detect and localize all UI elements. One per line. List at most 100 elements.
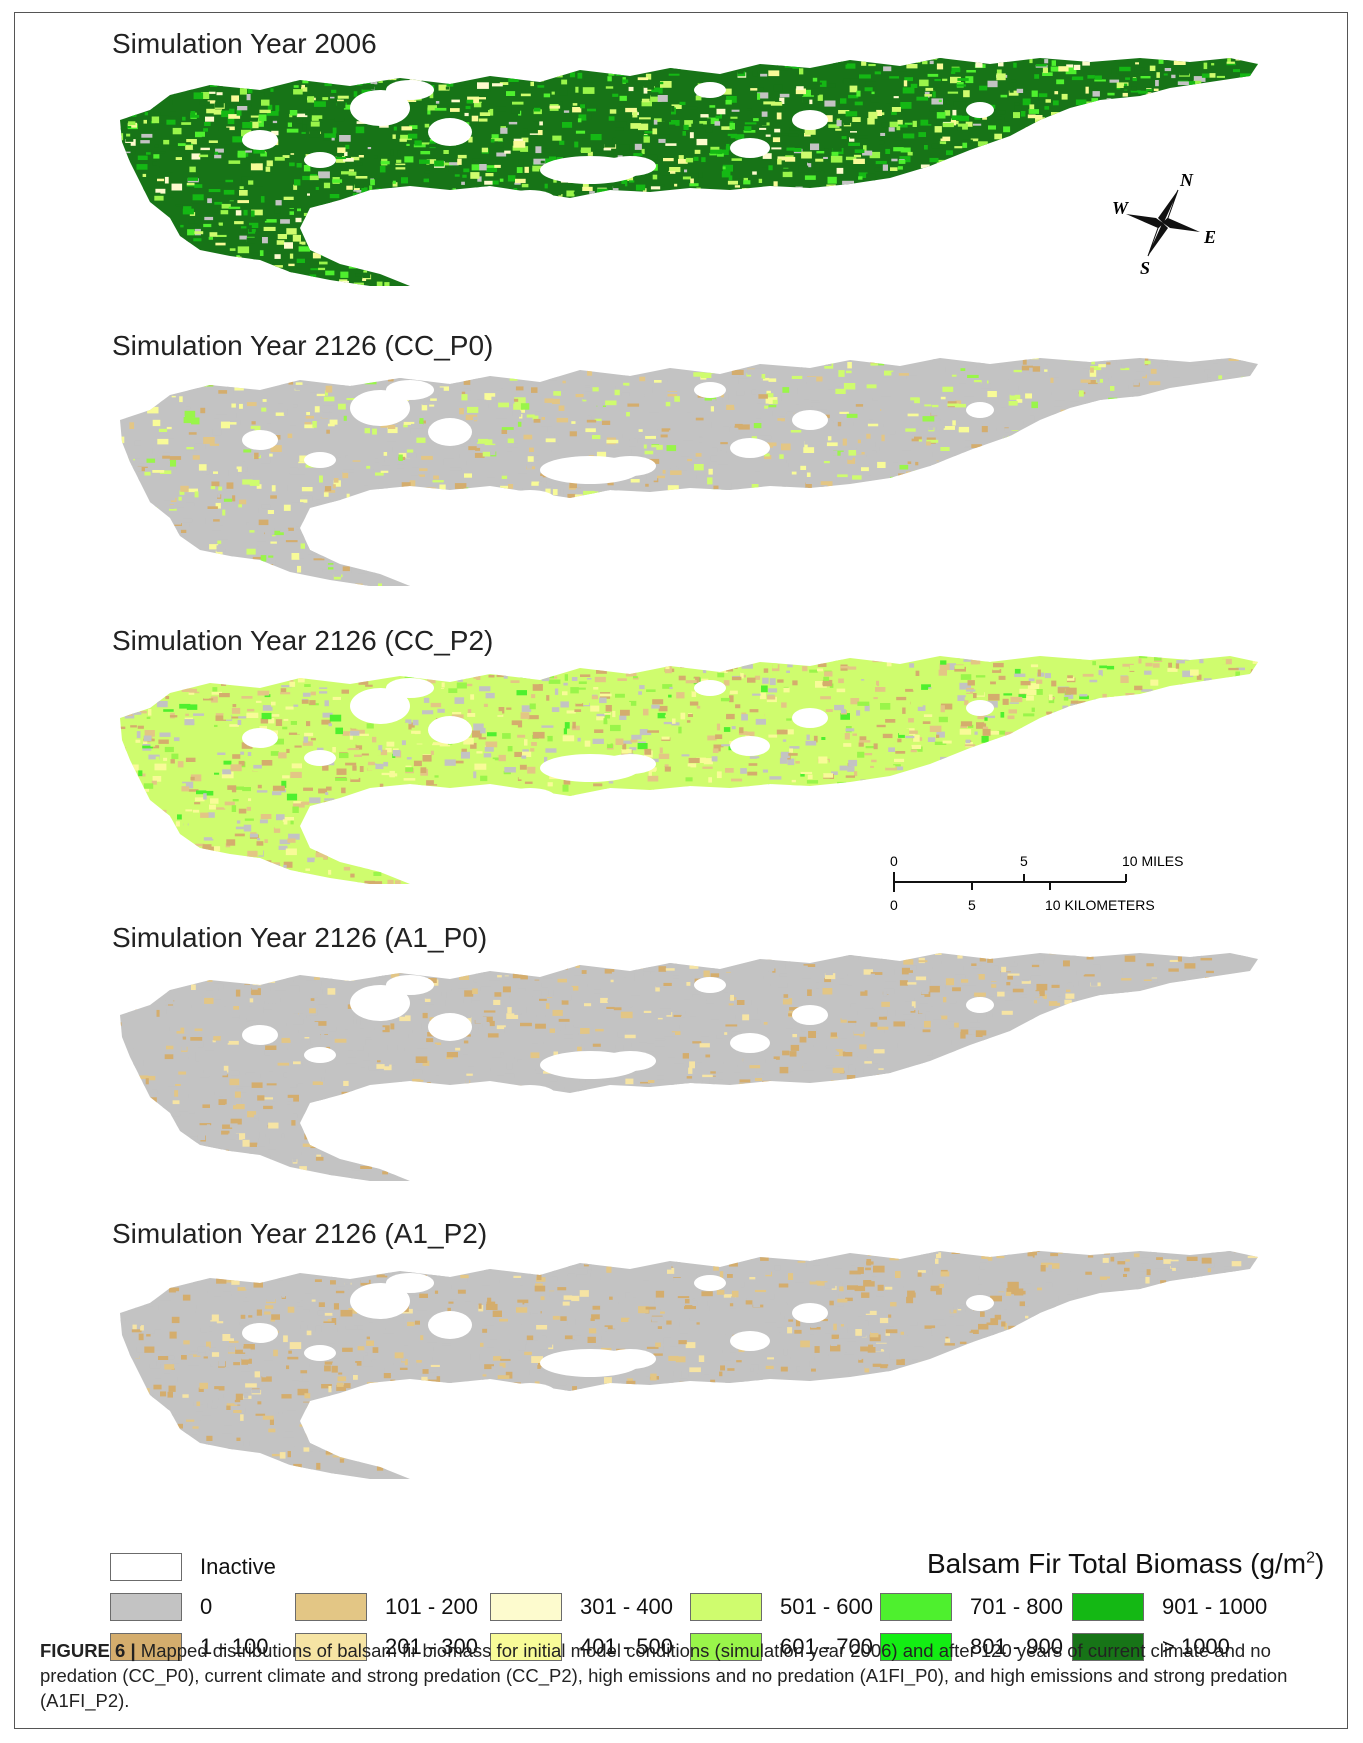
lake: [304, 1047, 336, 1063]
legend-label: 901 - 1000: [1162, 1594, 1268, 1619]
legend-swatch: [110, 1633, 182, 1661]
lake: [792, 1005, 828, 1025]
lake: [428, 418, 472, 446]
lake: [304, 152, 336, 168]
legend-label: 0: [200, 1594, 213, 1619]
scale-km-0: 0: [890, 897, 898, 913]
lake: [304, 1345, 336, 1361]
legend-item: 501 - 600: [690, 1592, 873, 1622]
lake: [730, 736, 770, 756]
lake: [386, 975, 434, 995]
compass-w: W: [1112, 198, 1130, 218]
legend-swatch: [690, 1593, 762, 1621]
legend-swatch: [880, 1633, 952, 1661]
lake: [386, 380, 434, 400]
north-arrow-icon: N W E S: [1112, 170, 1216, 278]
legend-swatch: [490, 1633, 562, 1661]
panel-title-cc-p0: Simulation Year 2126 (CC_P0): [112, 330, 494, 361]
lake: [504, 190, 556, 210]
scale-km-5: 5: [968, 897, 976, 913]
lake: [792, 708, 828, 728]
lake: [386, 678, 434, 698]
lake: [966, 997, 994, 1013]
lake: [504, 1085, 556, 1105]
lake: [966, 402, 994, 418]
scale-bar: 0 5 10 MILES 0 5 10 KILOMETERS: [890, 853, 1183, 913]
lake: [428, 1013, 472, 1041]
legend-swatch: [880, 1593, 952, 1621]
lake: [428, 716, 472, 744]
legend-item: 301 - 400: [490, 1592, 673, 1622]
legend-item: 901 - 1000: [1072, 1592, 1267, 1622]
lake: [350, 390, 410, 426]
lake: [730, 138, 770, 158]
caption-label: FIGURE 6 |: [40, 1640, 136, 1661]
lake: [428, 1311, 472, 1339]
figure-frame: [14, 12, 1348, 1729]
lake: [242, 130, 278, 150]
legend-label: 401 - 500: [580, 1634, 673, 1659]
scale-mile-10: 10 MILES: [1122, 853, 1183, 869]
legend-label: 1 - 100: [200, 1634, 269, 1659]
panel-title-cc-p2: Simulation Year 2126 (CC_P2): [112, 625, 494, 656]
compass-s: S: [1140, 258, 1150, 278]
legend-swatch: [295, 1633, 367, 1661]
lake: [792, 110, 828, 130]
legend-item: 701 - 800: [880, 1592, 1063, 1622]
legend-swatch: [1072, 1633, 1144, 1661]
lake: [242, 430, 278, 450]
panel-title-2006: Simulation Year 2006: [112, 28, 377, 59]
lake: [604, 1051, 656, 1071]
legend-swatch: [1072, 1593, 1144, 1621]
map-cc-p2: [120, 656, 1258, 884]
legend-swatch: [690, 1633, 762, 1661]
lake: [694, 680, 726, 696]
compass-n: N: [1179, 170, 1194, 190]
lake: [604, 1349, 656, 1369]
lake: [792, 410, 828, 430]
legend-label: 701 - 800: [970, 1594, 1063, 1619]
lake: [730, 1033, 770, 1053]
legend-swatch: [295, 1593, 367, 1621]
panel-title-a1-p2: Simulation Year 2126 (A1_P2): [112, 1218, 488, 1249]
legend-item: > 1000: [1072, 1632, 1230, 1662]
legend-label: 801 - 900: [970, 1634, 1063, 1659]
figure-caption: FIGURE 6 | Mapped distributions of balsa…: [40, 1638, 1330, 1713]
lake: [694, 977, 726, 993]
lake: [694, 1275, 726, 1291]
compass-e: E: [1203, 227, 1216, 247]
map-2006: [120, 58, 1258, 286]
lake: [350, 90, 410, 126]
legend-title: Balsam Fir Total Biomass (g/m2): [927, 1548, 1325, 1579]
lake: [730, 1331, 770, 1351]
lake: [694, 382, 726, 398]
legend-item: 1 - 100: [110, 1632, 269, 1662]
scale-km-10: 10 KILOMETERS: [1045, 897, 1155, 913]
lake: [242, 1323, 278, 1343]
map-cc-p0: [120, 358, 1258, 586]
legend-label: 501 - 600: [780, 1594, 873, 1619]
scale-mile-5: 5: [1020, 853, 1028, 869]
lake: [504, 788, 556, 808]
lake: [386, 1273, 434, 1293]
map-region: [120, 1251, 1258, 1479]
legend-swatch: [490, 1593, 562, 1621]
legend-item: 401 - 500: [490, 1632, 673, 1662]
lake: [966, 1295, 994, 1311]
lake: [350, 985, 410, 1021]
lake: [350, 688, 410, 724]
legend-item-inactive: Inactive: [110, 1552, 276, 1582]
lake: [604, 156, 656, 176]
lake: [730, 438, 770, 458]
map-a1-p2: [120, 1251, 1258, 1479]
lake: [966, 700, 994, 716]
legend-item: 801 - 900: [880, 1632, 1063, 1662]
lake: [386, 80, 434, 100]
legend-item: 601 - 700: [690, 1632, 873, 1662]
legend-label: 301 - 400: [580, 1594, 673, 1619]
lake: [694, 82, 726, 98]
lake: [304, 750, 336, 766]
panel-title-a1-p0: Simulation Year 2126 (A1_P0): [112, 922, 488, 953]
scale-mile-0: 0: [890, 853, 898, 869]
legend-swatch: [110, 1593, 182, 1621]
